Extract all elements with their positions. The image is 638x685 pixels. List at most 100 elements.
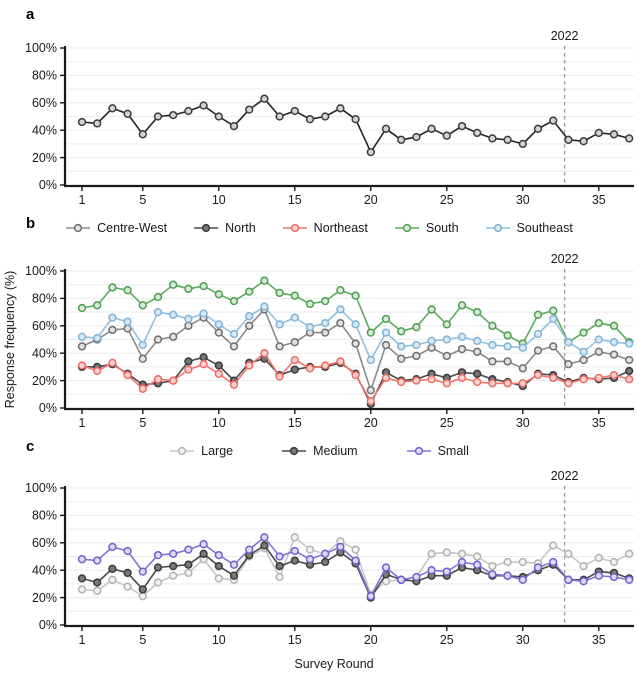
series-b-Northeast — [77, 349, 634, 406]
x-tick-label: 15 — [288, 193, 302, 207]
x-tick-label: 1 — [79, 633, 86, 647]
legend-label: Northeast — [313, 221, 368, 235]
legend-item-large: Large — [169, 444, 233, 458]
x-tick-label: 20 — [364, 416, 378, 430]
legend-item-centre-west: Centre-West — [65, 221, 167, 235]
panel-c: c Large Medium Small 2022 0% 20% 40% 60% 80% 100% 1… — [0, 436, 638, 653]
y-tick-label: 0% — [39, 401, 57, 415]
annotation-text-c: 2022 — [551, 469, 579, 483]
legend-marker-svg-2 — [282, 223, 307, 233]
legend-item-small: Small — [406, 444, 469, 458]
series-b-Centre-West — [77, 305, 634, 395]
panel-head-c: c Large Medium Small — [0, 436, 638, 466]
y-tick-label: 100% — [25, 264, 57, 278]
y-tick-label: 0% — [39, 178, 57, 192]
legend-marker-svg-1 — [282, 446, 307, 456]
annotation-text-b: 2022 — [551, 252, 579, 266]
y-tick-label: 60% — [32, 96, 57, 110]
panel-head-b: b Centre-West North Northeast South Southeast — [0, 213, 638, 249]
x-tick-label: 35 — [592, 416, 606, 430]
x-tick-label: 30 — [516, 633, 530, 647]
legend-item-south: South — [394, 221, 459, 235]
y-tick-label: 100% — [25, 41, 57, 55]
x-tick-label: 15 — [288, 416, 302, 430]
legend-marker-svg-0 — [170, 446, 195, 456]
x-tick-label: 5 — [139, 633, 146, 647]
x-tick-label: 5 — [139, 193, 146, 207]
x-tick-label: 35 — [592, 633, 606, 647]
legend-marker-svg-3 — [394, 223, 419, 233]
panel-label-c: c — [26, 438, 35, 455]
series-b-Southeast — [77, 302, 634, 365]
y-tick-label: 20% — [32, 374, 57, 388]
legend-label: Small — [437, 444, 469, 458]
legend-marker-icon — [406, 445, 432, 457]
series-markers — [77, 94, 634, 157]
legend-item-north: North — [193, 221, 256, 235]
y-axis-b: 0% 20% 40% 60% 80% 100% — [25, 264, 64, 415]
panel-label-b: b — [26, 215, 36, 232]
legend-label: Medium — [313, 444, 358, 458]
legend-marker-icon — [169, 445, 195, 457]
gridlines-a — [65, 47, 634, 172]
x-tick-label: 15 — [288, 633, 302, 647]
series-a-main — [77, 94, 634, 157]
series-markers — [77, 305, 634, 395]
legend-marker-icon — [281, 445, 307, 457]
legend-marker-svg-2 — [406, 446, 431, 456]
x-tick-label: 20 — [364, 633, 378, 647]
x-tick-label: 30 — [516, 193, 530, 207]
x-tick-label: 20 — [364, 193, 378, 207]
y-tick-label: 40% — [32, 123, 57, 137]
legend-item-medium: Medium — [281, 444, 358, 458]
series-line — [81, 305, 630, 361]
x-tick-label: 1 — [79, 193, 86, 207]
y-tick-label: 100% — [25, 481, 57, 495]
series-markers — [77, 349, 634, 406]
x-tick-label: 35 — [592, 193, 606, 207]
y-tick-label: 80% — [32, 69, 57, 83]
y-axis-title: Response frequency (%) — [3, 271, 17, 409]
series-markers — [77, 533, 634, 601]
panel-head-a: a — [0, 4, 638, 26]
panel-a: a 2022 0% 20% 40% 60% 80% 100% 1 5 10 15 20 25 30 35 — [0, 4, 638, 213]
x-tick-label: 10 — [212, 416, 226, 430]
panel-b: b Centre-West North Northeast South Southeast… — [0, 213, 638, 436]
y-tick-label: 20% — [32, 151, 57, 165]
x-tick-label: 30 — [516, 416, 530, 430]
y-tick-label: 80% — [32, 509, 57, 523]
legend-marker-icon — [282, 222, 308, 234]
legend-marker-icon — [485, 222, 511, 234]
y-tick-label: 20% — [32, 591, 57, 605]
x-tick-label: 10 — [212, 193, 226, 207]
x-tick-label: 25 — [440, 633, 454, 647]
legend-item-southeast: Southeast — [485, 221, 573, 235]
panel-label-a: a — [26, 6, 35, 23]
legend-label: Centre-West — [97, 221, 168, 235]
legend-label: Southeast — [516, 221, 573, 235]
legend-marker-icon — [394, 222, 420, 234]
series-markers — [77, 302, 634, 365]
x-axis-b: 1 5 10 15 20 25 30 35 — [79, 410, 606, 430]
y-tick-label: 60% — [32, 536, 57, 550]
x-axis-a: 1 5 10 15 20 25 30 35 — [79, 187, 606, 207]
legend-label: Large — [201, 444, 234, 458]
x-tick-label: 25 — [440, 416, 454, 430]
series-c-Small — [77, 533, 634, 601]
legend-marker-icon — [193, 222, 219, 234]
y-tick-label: 40% — [32, 563, 57, 577]
legend-marker-icon — [65, 222, 91, 234]
axes-b — [63, 269, 634, 411]
legend-marker-svg-0 — [66, 223, 91, 233]
gridlines-b — [65, 270, 634, 395]
legend-label: South — [425, 221, 459, 235]
x-tick-label: 10 — [212, 633, 226, 647]
legend-marker-svg-4 — [485, 223, 510, 233]
legend-c: Large Medium Small — [0, 436, 638, 458]
x-axis-c: 1 5 10 15 20 25 30 35 — [79, 627, 606, 647]
legend-item-northeast: Northeast — [282, 221, 368, 235]
